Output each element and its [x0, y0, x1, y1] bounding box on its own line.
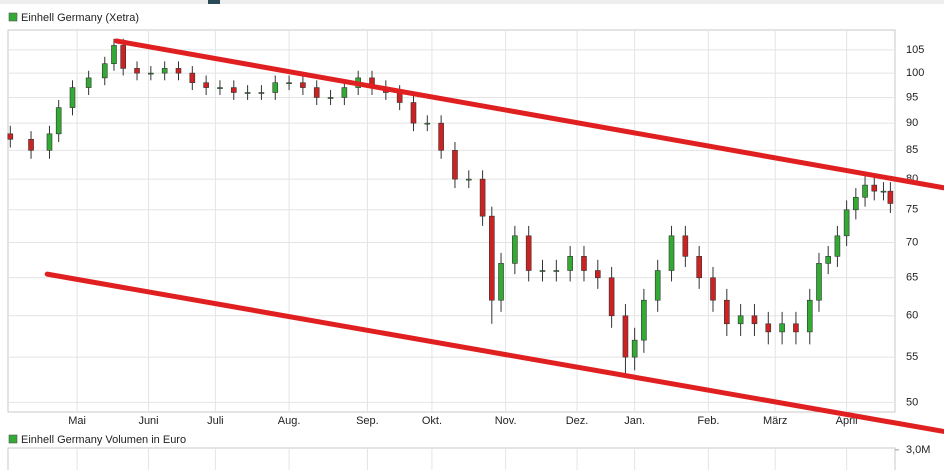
candle-body: [438, 122, 444, 151]
candle-body: [55, 107, 62, 135]
candle-body: [825, 256, 831, 264]
legend-swatch: [8, 12, 18, 22]
x-tick-label: Okt.: [422, 415, 442, 427]
candle-body: [853, 196, 859, 211]
candle-body: [682, 235, 689, 257]
x-tick-label: Dez.: [566, 415, 589, 427]
candle-body: [203, 82, 209, 88]
candle-body: [871, 184, 878, 192]
candle-body: [286, 82, 292, 85]
y-tick-label: 75: [906, 204, 918, 216]
top-strip: [0, 0, 944, 4]
plot-area: [7, 29, 896, 413]
candle-body: [161, 68, 168, 74]
y-tick-label: 55: [906, 351, 918, 363]
candle-body: [300, 82, 306, 88]
candle-body: [765, 323, 772, 333]
y-tick-label: 65: [906, 272, 918, 284]
trend-line: [44, 271, 944, 435]
candle-body: [28, 138, 34, 151]
candle-body: [85, 77, 92, 88]
y-tick-label: 105: [906, 44, 924, 56]
candle-body: [608, 277, 615, 317]
candle-body: [622, 315, 629, 358]
candle-body: [189, 72, 196, 84]
candle-body: [816, 263, 822, 301]
candle-body: [410, 102, 417, 124]
candle-body: [654, 270, 661, 301]
candle-body: [512, 235, 518, 264]
x-tick-label: Aug.: [278, 415, 301, 427]
y-tick-label: 100: [906, 67, 924, 79]
y-tick-label: 3,0M: [906, 444, 930, 456]
candle-body: [479, 178, 486, 217]
volume-swatch: [8, 434, 18, 444]
candle-body: [230, 87, 237, 93]
candle-body: [525, 235, 532, 271]
candle-body: [46, 133, 53, 151]
candle-body: [244, 92, 251, 94]
trend-line: [113, 38, 944, 191]
candle-body: [148, 72, 154, 75]
candle-body: [887, 190, 894, 204]
x-tick-label: Juni: [138, 415, 158, 427]
candle-body: [843, 209, 850, 237]
candle-body: [668, 235, 675, 271]
candle-body: [313, 87, 320, 98]
candle-body: [258, 92, 265, 94]
candle-body: [581, 256, 587, 271]
candle-body: [465, 178, 472, 181]
candle-body: [452, 150, 458, 180]
candle-body: [424, 122, 431, 125]
volume-title: Einhell Germany Volumen in Euro: [21, 434, 186, 446]
candle-body: [710, 277, 716, 301]
candle-body: [834, 235, 841, 257]
candle-body: [175, 68, 182, 74]
candle-body: [134, 68, 140, 74]
candle-body: [272, 82, 279, 93]
candle-body: [724, 299, 730, 325]
x-tick-label: Jan.: [624, 415, 645, 427]
candle-body: [101, 63, 108, 79]
candle-body: [737, 315, 744, 325]
candle-body: [327, 97, 334, 99]
x-tick-label: März: [763, 415, 787, 427]
legend-label: Einhell Germany (Xetra): [21, 12, 139, 24]
x-tick-label: Mai: [68, 415, 86, 427]
candle-body: [631, 339, 638, 358]
y-tick-label: 70: [906, 236, 918, 248]
candle-body: [751, 315, 758, 325]
candle-body: [341, 87, 348, 98]
candle-body: [862, 184, 868, 198]
y-tick-label: 85: [906, 144, 918, 156]
y-tick-label: 50: [906, 396, 918, 408]
y-tick-label: 95: [906, 91, 918, 103]
candle-body: [594, 270, 601, 279]
candle-body: [793, 323, 799, 333]
x-tick-label: Sep.: [356, 415, 379, 427]
x-tick-label: Nov.: [495, 415, 517, 427]
volume-area: [7, 447, 896, 470]
candle-body: [806, 299, 813, 333]
candle-body: [489, 215, 495, 301]
candle-body: [7, 133, 14, 140]
candle-body: [217, 87, 223, 89]
candle-body: [111, 45, 117, 65]
candle-body: [641, 299, 647, 341]
candle-body: [880, 190, 887, 193]
candle-body: [553, 270, 560, 272]
tab-marker: [208, 0, 220, 4]
candle-body: [567, 256, 573, 271]
x-tick-label: Juli: [207, 415, 224, 427]
x-tick-label: Feb.: [697, 415, 719, 427]
y-tick-label: 90: [906, 117, 918, 129]
candle-body: [779, 323, 785, 333]
candle-body: [498, 263, 504, 301]
y-tick-label: 60: [906, 310, 918, 322]
candle-body: [69, 87, 76, 108]
candle-body: [539, 270, 546, 272]
candle-body: [120, 45, 126, 69]
candle-body: [696, 256, 702, 279]
